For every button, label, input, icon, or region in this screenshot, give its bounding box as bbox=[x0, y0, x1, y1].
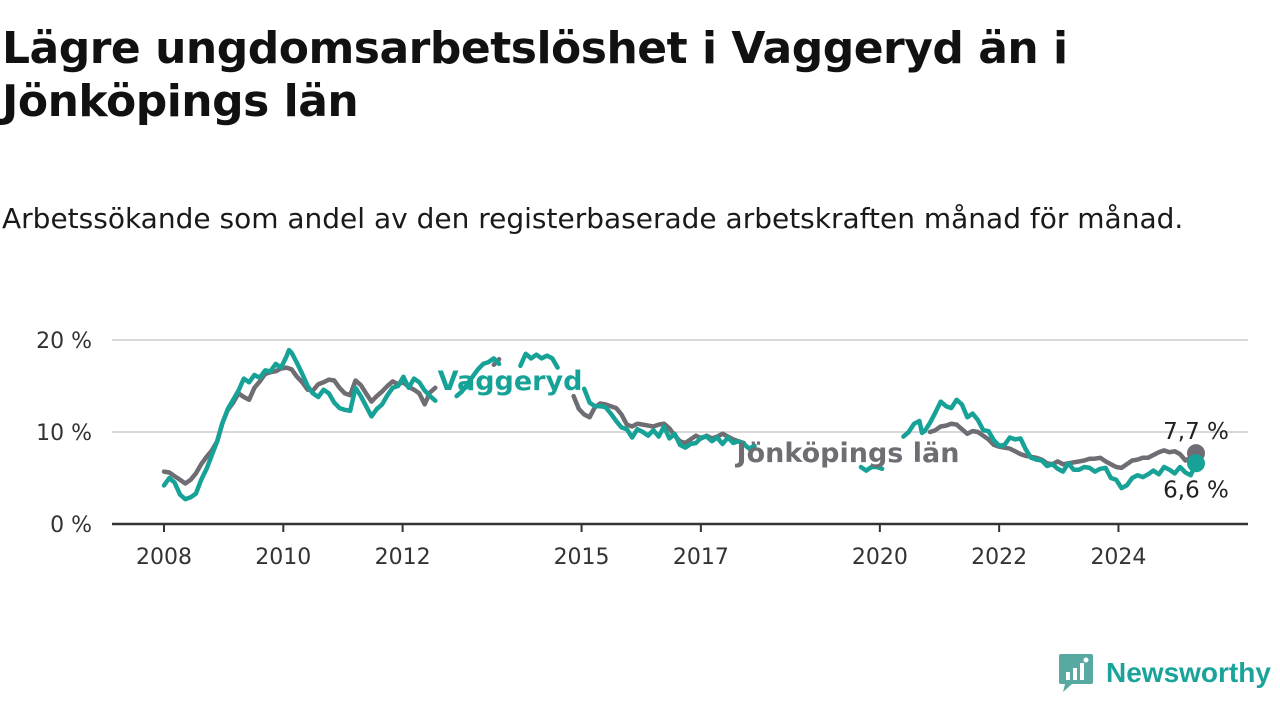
series-line-vaggeryd-segment bbox=[518, 351, 560, 370]
series-line-vaggeryd-segment bbox=[858, 464, 885, 473]
x-tick-label: 2008 bbox=[136, 545, 192, 570]
line-chart: 0 % 10 % 20 % 2008 2010 2012 2015 2017 2020 2022 2… bbox=[36, 329, 1248, 570]
series-label-jonkopings-lan: Jönköpings län bbox=[735, 438, 960, 469]
end-label-vaggeryd: 6,6 % bbox=[1163, 477, 1229, 503]
brand-name: Newsworthy bbox=[1106, 657, 1271, 688]
end-label-jonkopings-lan: 7,7 % bbox=[1163, 419, 1229, 445]
x-tick-label: 2012 bbox=[375, 545, 431, 570]
chart-subtitle: Arbetssökande som andel av den registerb… bbox=[2, 202, 1184, 235]
series-line-vaggeryd-segment bbox=[581, 386, 757, 451]
y-tick-label: 20 % bbox=[36, 329, 92, 354]
x-tick-label: 2022 bbox=[971, 545, 1027, 570]
y-tick-label: 0 % bbox=[50, 513, 92, 538]
chart-title: Lägre ungdomsarbetslöshet i Vaggeryd än … bbox=[2, 23, 1068, 127]
series-line-jonkopings-lan-segment bbox=[161, 365, 438, 486]
y-tick-label: 10 % bbox=[36, 421, 92, 446]
x-tick-label: 2017 bbox=[673, 545, 729, 570]
series-line-vaggeryd-segment bbox=[161, 347, 438, 502]
newsworthy-brand: Newsworthy bbox=[1058, 650, 1271, 696]
series-line-vaggeryd-segment bbox=[454, 356, 502, 399]
x-tick-label: 2024 bbox=[1090, 545, 1146, 570]
series-line-vaggeryd-segment bbox=[901, 397, 1199, 491]
end-dot-vaggeryd bbox=[1187, 454, 1205, 473]
series-line-jonkopings-lan-segment bbox=[927, 421, 1199, 471]
x-tick-label: 2010 bbox=[255, 545, 311, 570]
x-tick-label: 2015 bbox=[554, 545, 610, 570]
x-tick-label: 2020 bbox=[852, 545, 908, 570]
newsworthy-logo-icon bbox=[1059, 654, 1093, 692]
series-label-vaggeryd: Vaggeryd bbox=[438, 366, 583, 397]
